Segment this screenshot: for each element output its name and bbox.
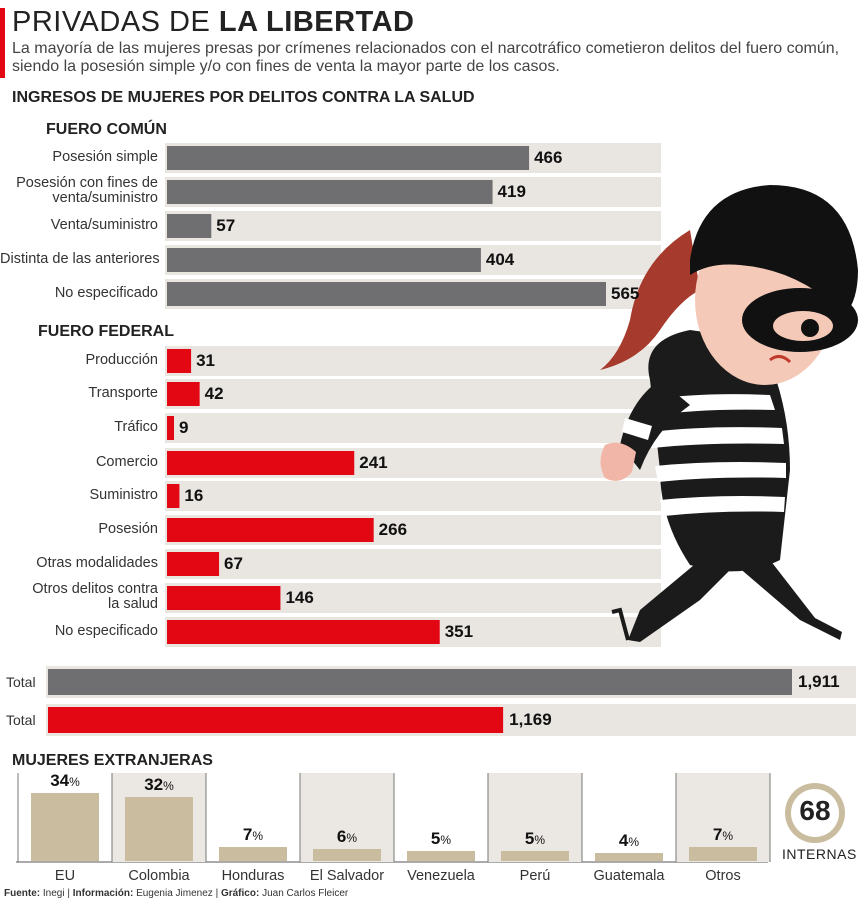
interns-badge-center	[791, 789, 839, 837]
bar-category-label: Otras modalidades	[36, 555, 158, 571]
column-bar	[125, 797, 193, 861]
bar-track	[165, 346, 661, 376]
bar	[167, 451, 355, 475]
bar-category-label: Posesión	[98, 521, 158, 537]
bar-value-label: 466	[534, 148, 563, 167]
total-value-label: 1,169	[509, 710, 552, 729]
bar-track	[165, 413, 661, 443]
bar	[167, 146, 530, 170]
column-bar	[689, 847, 757, 861]
bar-category-label: Distinta de las anteriores	[0, 251, 160, 267]
section-fuero-comun: FUERO COMÚN	[46, 121, 167, 138]
column-category-label: El Salvador	[309, 868, 385, 884]
bar-track	[165, 549, 661, 579]
bar-value-label: 9	[178, 418, 189, 437]
bar	[167, 382, 200, 406]
column-category-label: Otros	[705, 868, 741, 884]
bar-value-label: 419	[497, 182, 526, 201]
bar-category-label: Producción	[85, 352, 158, 368]
column-bar	[313, 849, 381, 861]
bar-value-label: 241	[359, 453, 388, 472]
female-thief-illustration	[600, 185, 858, 642]
bar	[167, 180, 493, 204]
column-value-label: 5%	[524, 829, 546, 848]
column-band	[300, 773, 394, 862]
bar-value-label: 404	[485, 250, 515, 269]
title-accent-bar	[0, 8, 5, 78]
bar	[167, 214, 212, 238]
column-bar	[407, 851, 475, 861]
bar-value-label: 42	[204, 384, 224, 403]
page-subtitle: La mayoría de las mujeres presas por crí…	[12, 40, 840, 75]
total-label: Total	[6, 674, 36, 690]
bar	[167, 248, 481, 272]
bar-category-label: Posesión simple	[52, 149, 158, 165]
bar	[167, 586, 281, 610]
bar	[167, 416, 174, 440]
bar-track	[165, 211, 661, 241]
bar-category-label: No especificado	[54, 285, 158, 301]
section-fuero-federal: FUERO FEDERAL	[38, 323, 174, 340]
bar-category-label: Venta/suministro	[50, 217, 158, 233]
bar-category-label: No especificado	[54, 623, 158, 639]
column-category-label: Colombia	[128, 868, 190, 884]
column-category-label: Perú	[519, 868, 551, 884]
column-category-label: Venezuela	[407, 868, 475, 884]
bar-value-label: 67	[224, 554, 243, 573]
total-bar	[48, 669, 792, 695]
bar-category-label: Otros delitos contra la salud	[32, 581, 158, 612]
chart-heading: INGRESOS DE MUJERES POR DELITOS CONTRA L…	[12, 89, 475, 106]
bar-value-label: 146	[285, 588, 314, 607]
bar-value-label: 57	[216, 216, 236, 235]
bar-category-label: Transporte	[88, 385, 158, 401]
bar	[167, 552, 220, 576]
column-value-label: 32%	[144, 775, 174, 794]
column-category-label: Honduras	[221, 868, 285, 884]
column-bar	[595, 853, 663, 861]
column-value-label: 34%	[50, 771, 80, 790]
bar-category-label: Posesión con fines de venta/suministro	[16, 175, 158, 206]
bar	[167, 620, 440, 644]
bar-track	[165, 481, 661, 511]
bar-value-label: 31	[196, 351, 215, 370]
bar	[167, 282, 606, 306]
column-category-label: Guatemala	[593, 868, 665, 884]
column-band	[488, 773, 582, 862]
bar-value-label: 266	[378, 520, 408, 539]
column-value-label: 5%	[430, 829, 452, 848]
column-bar	[501, 851, 569, 861]
section-mujeres-extranjeras: MUJERES EXTRANJERAS	[12, 752, 213, 769]
bar-value-label: 565	[611, 284, 640, 303]
bar-track	[165, 379, 661, 409]
column-bar	[219, 847, 287, 861]
total-bar	[48, 707, 504, 733]
interns-count: 68	[799, 795, 831, 826]
column-category-label: EU	[54, 868, 76, 884]
bar-category-label: Suministro	[89, 487, 159, 503]
bar-category-label: Comercio	[95, 454, 158, 470]
column-value-label: 7%	[242, 825, 264, 844]
total-label: Total	[6, 712, 36, 728]
bar-value-label: 351	[444, 622, 474, 641]
page-title: PRIVADAS DE LA LIBERTAD	[12, 6, 415, 38]
source-credits: Fuente: Inegi | Información: Eugenia Jim…	[4, 888, 349, 899]
bar	[167, 484, 180, 508]
column-value-label: 4%	[618, 831, 640, 850]
bar	[167, 349, 192, 373]
column-value-label: 7%	[712, 825, 734, 844]
total-value-label: 1,911	[798, 672, 840, 691]
bar-value-label: 16	[184, 486, 204, 505]
interns-label: INTERNAS	[782, 846, 857, 862]
bar	[167, 518, 374, 542]
column-value-label: 6%	[336, 827, 358, 846]
column-bar	[31, 793, 99, 861]
bar-category-label: Tráfico	[114, 419, 158, 435]
